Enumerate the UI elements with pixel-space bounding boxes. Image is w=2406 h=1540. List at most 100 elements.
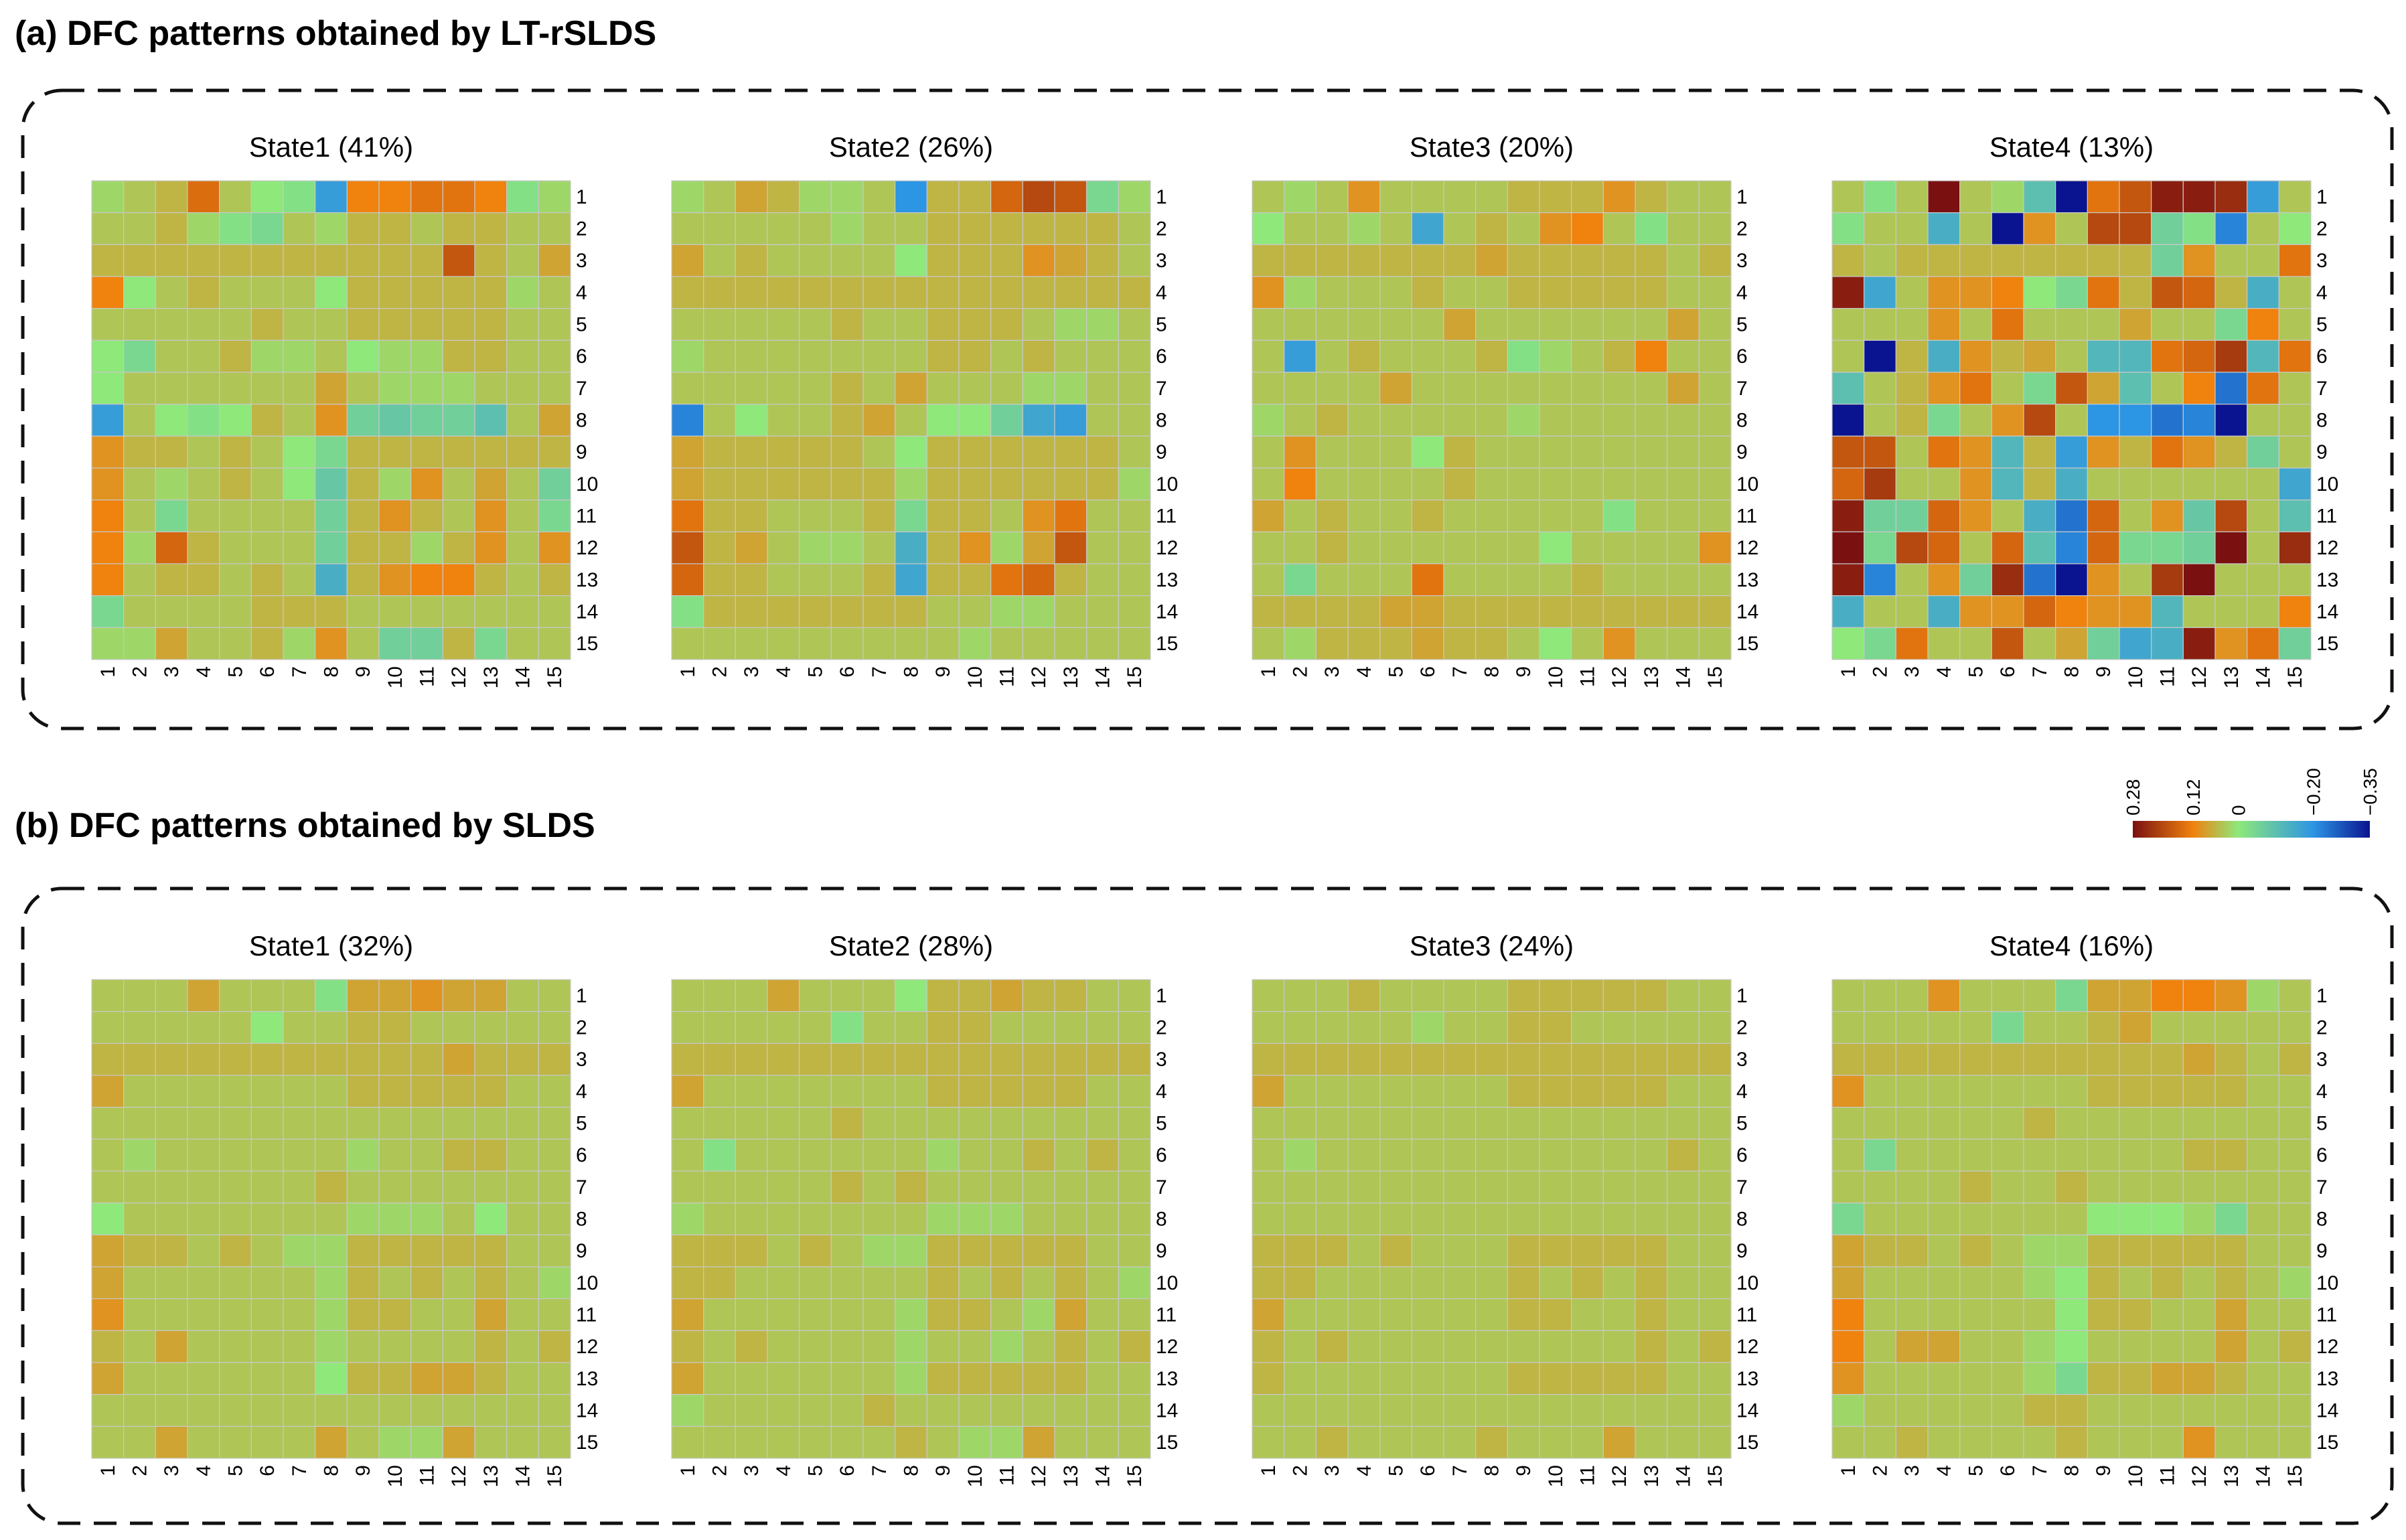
heatmap-cell — [1831, 339, 1865, 373]
heatmap-cell — [410, 563, 443, 597]
heatmap-cell — [1411, 627, 1444, 660]
heatmap-cell — [990, 1138, 1023, 1172]
heatmap-cell — [250, 1170, 284, 1204]
heatmap-cell — [990, 563, 1023, 597]
heatmap-cell — [1698, 308, 1732, 341]
heatmap-cell — [958, 979, 992, 1012]
heatmap-cell — [2023, 1011, 2056, 1044]
heatmap-cell — [2087, 1330, 2120, 1363]
heatmap-cell — [474, 1362, 508, 1395]
heatmap-cell — [219, 531, 252, 564]
heatmap-cell — [1959, 979, 1992, 1012]
heatmap-cell — [1315, 1266, 1349, 1300]
row-tick-label: 10 — [2316, 473, 2338, 495]
heatmap-cell — [1602, 1266, 1636, 1300]
heatmap-cell — [2278, 1043, 2312, 1076]
heatmap-cell — [895, 1138, 927, 1172]
heatmap-cell — [2151, 244, 2184, 277]
heatmap-cell — [1252, 276, 1285, 309]
heatmap-cell — [442, 308, 475, 341]
heatmap-cell — [671, 595, 704, 628]
heatmap-cell — [2119, 1203, 2152, 1235]
heatmap-cell — [2247, 339, 2279, 373]
heatmap-cell — [1475, 1234, 1508, 1267]
heatmap-cell — [250, 308, 284, 341]
heatmap-cell — [506, 1330, 539, 1363]
heatmap-cell — [1315, 531, 1349, 564]
heatmap-cell — [1602, 499, 1636, 532]
heatmap-cell — [1054, 244, 1087, 277]
heatmap-cell — [2278, 531, 2312, 564]
heatmap-cell — [735, 1203, 768, 1235]
heatmap-cell — [283, 1138, 316, 1172]
heatmap-cell — [474, 595, 508, 628]
col-tick-label: 5 — [805, 1465, 827, 1476]
heatmap-cell — [1539, 1138, 1572, 1172]
heatmap-cell — [926, 180, 960, 214]
heatmap-cell — [1831, 1107, 1865, 1140]
heatmap-cell — [123, 1138, 156, 1172]
heatmap-cell — [1635, 339, 1668, 373]
heatmap-cell — [1959, 1426, 1992, 1459]
col-tick-label: 5 — [1385, 1465, 1408, 1476]
heatmap-cell — [1667, 627, 1700, 660]
col-tick-label: 15 — [1124, 666, 1146, 688]
row-tick-label: 14 — [1156, 601, 1178, 623]
heatmap-cell — [2119, 1330, 2152, 1363]
heatmap-cell — [91, 1170, 125, 1204]
heatmap-cell — [1895, 563, 1929, 597]
col-tick-label: 4 — [1933, 1465, 1955, 1476]
heatmap-cell — [315, 979, 348, 1012]
heatmap-cell — [1411, 244, 1444, 277]
heatmap-cell — [1086, 563, 1119, 597]
heatmap-cell — [2055, 212, 2088, 245]
heatmap-cell — [442, 212, 475, 245]
heatmap-cell — [1895, 1011, 1929, 1044]
heatmap-cell — [1864, 212, 1896, 245]
heatmap-cell — [1379, 1394, 1412, 1427]
heatmap-cell — [91, 627, 125, 660]
heatmap-cell — [1927, 499, 1961, 532]
heatmap-cell — [283, 1203, 316, 1235]
heatmap-cell — [1927, 244, 1961, 277]
heatmap-cell — [895, 1298, 927, 1331]
heatmap-cell — [250, 1107, 284, 1140]
heatmap-cell — [2247, 595, 2279, 628]
heatmap-cell — [735, 1075, 768, 1108]
heatmap-cell — [799, 1075, 832, 1108]
heatmap-cell — [346, 435, 380, 469]
heatmap-cell — [990, 212, 1023, 245]
heatmap-cell — [2055, 1075, 2088, 1108]
heatmap-cell — [474, 979, 508, 1012]
heatmap-title: State1 (32%) — [249, 930, 413, 961]
heatmap-cell — [2023, 1170, 2056, 1204]
heatmap-cell — [442, 1426, 475, 1459]
heatmap-cell — [1475, 1362, 1508, 1395]
heatmap-cell — [958, 1138, 992, 1172]
heatmap-cell — [671, 1203, 704, 1235]
heatmap-cell — [1895, 595, 1929, 628]
heatmap-cell — [1443, 1170, 1477, 1204]
heatmap-cell — [315, 180, 348, 214]
heatmap-cell — [1539, 1107, 1572, 1140]
heatmap-cell — [926, 1043, 960, 1076]
heatmap-cell — [123, 212, 156, 245]
heatmap-cell — [767, 276, 800, 309]
heatmap-cell — [1118, 1203, 1151, 1235]
col-tick-label: 5 — [1385, 666, 1408, 678]
heatmap-cell — [862, 404, 896, 437]
heatmap-cell — [410, 1170, 443, 1204]
heatmap-cell — [2278, 563, 2312, 597]
heatmap-cell — [155, 276, 188, 309]
heatmap-cell — [2055, 1138, 2088, 1172]
heatmap-cell — [1571, 1266, 1604, 1300]
heatmap-cell — [1571, 1011, 1604, 1044]
heatmap-cell — [2278, 212, 2312, 245]
heatmap-cell — [123, 372, 156, 405]
heatmap-cell — [735, 1170, 768, 1204]
heatmap-cell — [2087, 308, 2120, 341]
heatmap-cell — [346, 1075, 380, 1108]
heatmap-cell — [767, 372, 800, 405]
heatmap-cell — [1475, 372, 1508, 405]
heatmap-cell — [538, 1362, 571, 1395]
